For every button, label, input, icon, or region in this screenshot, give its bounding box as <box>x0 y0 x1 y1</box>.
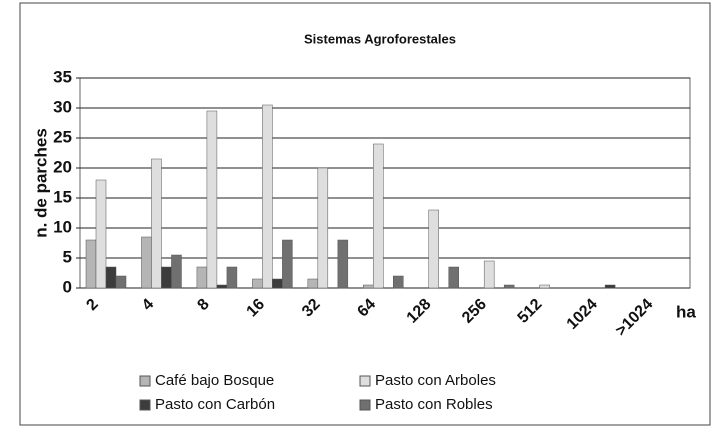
y-tick-label: 35 <box>53 67 72 86</box>
y-tick-label: 30 <box>53 97 72 116</box>
y-tick-label: 15 <box>53 187 72 206</box>
x-axis-label: ha <box>676 302 696 321</box>
bar <box>272 278 283 289</box>
y-tick-label: 5 <box>63 247 72 266</box>
bar <box>151 158 162 289</box>
bar <box>448 266 459 289</box>
bar <box>85 239 97 289</box>
bar <box>196 266 208 289</box>
legend-swatch <box>139 399 151 411</box>
bar <box>171 254 182 289</box>
bar <box>604 284 616 289</box>
bar <box>115 275 127 289</box>
bar <box>539 284 550 289</box>
legend-label: Pasto con Robles <box>375 396 493 413</box>
bar <box>337 239 349 289</box>
y-tick-label: 0 <box>63 277 72 296</box>
bar <box>483 260 495 289</box>
y-tick-label: 25 <box>53 127 72 146</box>
bar <box>307 278 319 289</box>
bar <box>393 275 404 289</box>
bar <box>105 266 117 289</box>
bar <box>428 209 439 289</box>
legend-label: Pasto con Arboles <box>375 372 496 389</box>
bar <box>141 236 152 289</box>
bar <box>262 104 273 289</box>
bar <box>252 278 263 289</box>
bar <box>282 239 293 289</box>
bar <box>226 266 238 289</box>
legend-label: Café bajo Bosque <box>155 372 274 389</box>
legend-label: Pasto con Carbón <box>155 396 275 413</box>
y-axis-label: n. de parches <box>31 128 50 238</box>
y-tick-label: 20 <box>53 157 72 176</box>
bar <box>373 143 384 289</box>
bar <box>161 266 172 289</box>
chart-title: Sistemas Agroforestales <box>304 31 456 46</box>
bar <box>317 167 329 289</box>
bar <box>363 284 374 289</box>
legend-swatch <box>359 399 371 411</box>
bar <box>503 284 515 289</box>
bar <box>95 179 107 289</box>
bar <box>206 110 218 289</box>
legend-swatch <box>139 375 151 387</box>
legend-swatch <box>359 375 371 387</box>
bar <box>216 284 228 289</box>
plot-area <box>79 77 691 289</box>
y-tick-label: 10 <box>53 217 72 236</box>
